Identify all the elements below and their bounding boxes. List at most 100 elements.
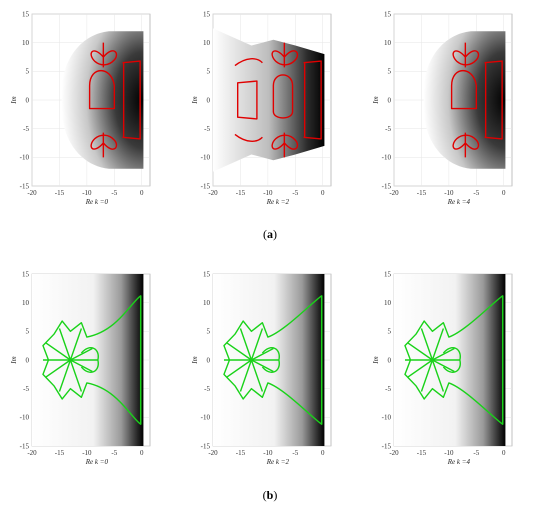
curve-left-loop <box>236 80 258 120</box>
y-tick-label: -5 <box>385 125 391 133</box>
x-tick-label: -20 <box>27 449 37 457</box>
curve-left-arc-bottom <box>234 133 263 142</box>
y-tick-label: -15 <box>20 182 30 190</box>
caption-a: (a) <box>263 227 277 241</box>
caption-a-letter: a <box>267 227 273 241</box>
y-tick-label: -10 <box>382 414 392 422</box>
y-tick-label: -10 <box>382 154 392 162</box>
x-tick-label: 0 <box>140 449 144 457</box>
curve-right-strip <box>303 60 322 140</box>
curve-left-arc-top <box>234 58 263 67</box>
curve-spoke <box>45 359 71 378</box>
x-axis-label: Re k =0 <box>85 198 109 206</box>
curve-spoke <box>420 328 434 361</box>
y-tick-label: -10 <box>20 154 30 162</box>
curve-spoke <box>69 359 83 392</box>
curve-spoke <box>251 359 274 373</box>
y-tick-label: -5 <box>385 385 391 393</box>
x-tick-label: -20 <box>389 449 399 457</box>
y-tick-label: 0 <box>207 356 211 364</box>
curve-spoke <box>407 359 433 378</box>
x-axis-label: Re k =2 <box>266 198 290 206</box>
y-axis-label: Im <box>191 356 199 364</box>
curve-spoke <box>431 359 445 392</box>
curve-spoke <box>239 328 253 361</box>
curve-spoke <box>70 347 93 361</box>
y-tick-label: -15 <box>382 442 392 450</box>
curve-butterfly <box>452 42 480 68</box>
curve-spoke <box>250 359 264 392</box>
curve-spoke <box>420 359 434 392</box>
caption-a-close: ) <box>273 227 277 241</box>
y-axis-label: Im <box>10 96 18 104</box>
curve-spoke <box>70 359 93 373</box>
x-tick-label: 0 <box>502 189 506 197</box>
shaded-region <box>61 31 144 169</box>
curve-spoke <box>432 359 455 373</box>
curve-butterfly <box>452 132 480 158</box>
y-tick-label: 0 <box>26 356 30 364</box>
curve-spoke <box>407 342 433 361</box>
curve-spoke <box>251 347 274 361</box>
y-tick-label: -5 <box>23 125 29 133</box>
y-tick-label: -15 <box>201 442 211 450</box>
y-tick-label: 15 <box>384 270 392 278</box>
curve-bulb <box>80 347 99 373</box>
x-axis-label: Re k =4 <box>447 458 471 466</box>
curve-spoke <box>58 359 72 392</box>
y-tick-label: 10 <box>22 299 30 307</box>
curve-bulb <box>442 347 461 373</box>
x-tick-label: -5 <box>292 189 298 197</box>
x-tick-label: -5 <box>292 449 298 457</box>
caption-b-letter: b <box>267 488 274 502</box>
x-tick-label: -5 <box>473 449 479 457</box>
caption-a-open: ( <box>263 227 267 241</box>
curve-spoke <box>226 359 252 378</box>
curve-butterfly <box>271 42 299 68</box>
y-tick-label: 0 <box>388 96 392 104</box>
curve-butterfly <box>90 42 118 68</box>
y-tick-label: -5 <box>204 125 210 133</box>
curve-center-loop <box>88 69 116 110</box>
y-tick-label: 5 <box>207 328 211 336</box>
x-tick-label: -20 <box>27 189 37 197</box>
x-tick-label: -20 <box>208 449 218 457</box>
x-tick-label: 0 <box>502 449 506 457</box>
curve-envelope <box>223 295 323 425</box>
y-tick-label: 5 <box>26 68 30 76</box>
curve-butterfly <box>271 132 299 158</box>
y-tick-label: 5 <box>26 328 30 336</box>
y-tick-label: 10 <box>203 39 211 47</box>
x-tick-label: -15 <box>236 189 246 197</box>
curve-spoke <box>226 342 252 361</box>
x-tick-label: -15 <box>236 449 246 457</box>
x-axis-label: Re k =4 <box>447 198 471 206</box>
curve-spoke <box>69 328 83 361</box>
x-tick-label: 0 <box>321 189 325 197</box>
y-tick-label: 15 <box>203 270 211 278</box>
y-axis-label: Im <box>372 96 380 104</box>
y-tick-label: 15 <box>22 270 30 278</box>
y-tick-label: 10 <box>384 299 392 307</box>
y-tick-label: 10 <box>384 39 392 47</box>
y-tick-label: -5 <box>204 385 210 393</box>
x-tick-label: -5 <box>111 189 117 197</box>
x-tick-label: -15 <box>417 449 427 457</box>
x-axis-label: Re k =0 <box>85 458 109 466</box>
curve-spoke <box>58 328 72 361</box>
curve-envelope <box>404 295 504 425</box>
y-tick-label: 0 <box>388 356 392 364</box>
x-tick-label: -15 <box>55 189 65 197</box>
curve-butterfly <box>90 132 118 158</box>
x-tick-label: -20 <box>208 189 218 197</box>
x-tick-label: -10 <box>263 189 273 197</box>
y-tick-label: -15 <box>201 182 211 190</box>
x-tick-label: 0 <box>321 449 325 457</box>
x-tick-label: -5 <box>473 189 479 197</box>
